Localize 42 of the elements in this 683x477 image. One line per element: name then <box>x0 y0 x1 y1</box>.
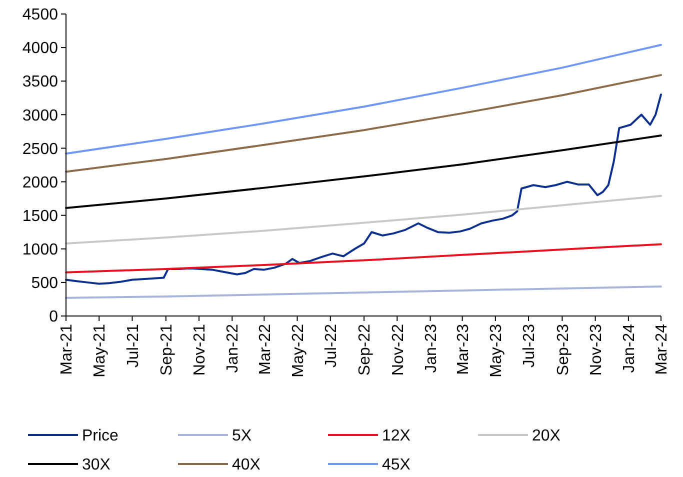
x-tick-label: Nov-22 <box>390 324 407 376</box>
x-tick-label: Jul-21 <box>124 324 142 368</box>
legend-label: 40X <box>232 456 261 474</box>
x-tick-label: Mar-23 <box>454 324 472 375</box>
y-tick-label: 2000 <box>22 174 58 192</box>
y-tick-label: 4500 <box>22 6 58 24</box>
x-tick-label: Mar-21 <box>58 324 76 375</box>
x-tick-label: Jan-24 <box>621 324 638 373</box>
legend-label: 45X <box>382 456 411 474</box>
x-tick-label: Sep-21 <box>158 324 176 376</box>
y-tick-label: 3500 <box>22 74 58 91</box>
x-tick-label: Mar-22 <box>256 324 274 375</box>
x-tick-label: Nov-21 <box>192 324 209 376</box>
y-tick-label: 3000 <box>22 107 58 124</box>
line-series <box>65 194 662 245</box>
line-series <box>65 285 662 299</box>
y-tick-label: 0 <box>49 308 58 326</box>
line-series <box>65 44 662 155</box>
y-tick-label: 4000 <box>22 40 58 58</box>
legend-label: 5X <box>232 428 252 445</box>
x-tick-label: Jan-23 <box>422 324 440 373</box>
y-tick-label: 500 <box>31 275 58 292</box>
x-tick-label: Sep-23 <box>554 324 572 376</box>
legend-label: 12X <box>382 428 411 445</box>
y-tick-label: 2500 <box>22 140 58 158</box>
x-tick-label: May-22 <box>290 324 307 378</box>
y-tick-label: 1500 <box>22 208 58 225</box>
legend-label: 30X <box>82 456 111 474</box>
line-series <box>65 94 662 285</box>
line-series <box>65 74 662 173</box>
legend-label: Price <box>82 428 119 445</box>
y-tick-label: 1000 <box>22 241 58 258</box>
legend-label: 20X <box>532 428 561 445</box>
x-tick-label: Jul-23 <box>521 324 538 368</box>
x-tick-label: May-21 <box>92 324 109 378</box>
x-tick-label: Mar-24 <box>654 324 671 375</box>
x-tick-label: Jan-22 <box>224 324 242 373</box>
x-tick-label: Nov-23 <box>588 324 605 376</box>
x-tick-label: Sep-22 <box>356 324 374 376</box>
line-series <box>65 243 662 274</box>
x-tick-label: May-23 <box>488 324 506 378</box>
x-tick-label: Jul-22 <box>322 324 340 368</box>
